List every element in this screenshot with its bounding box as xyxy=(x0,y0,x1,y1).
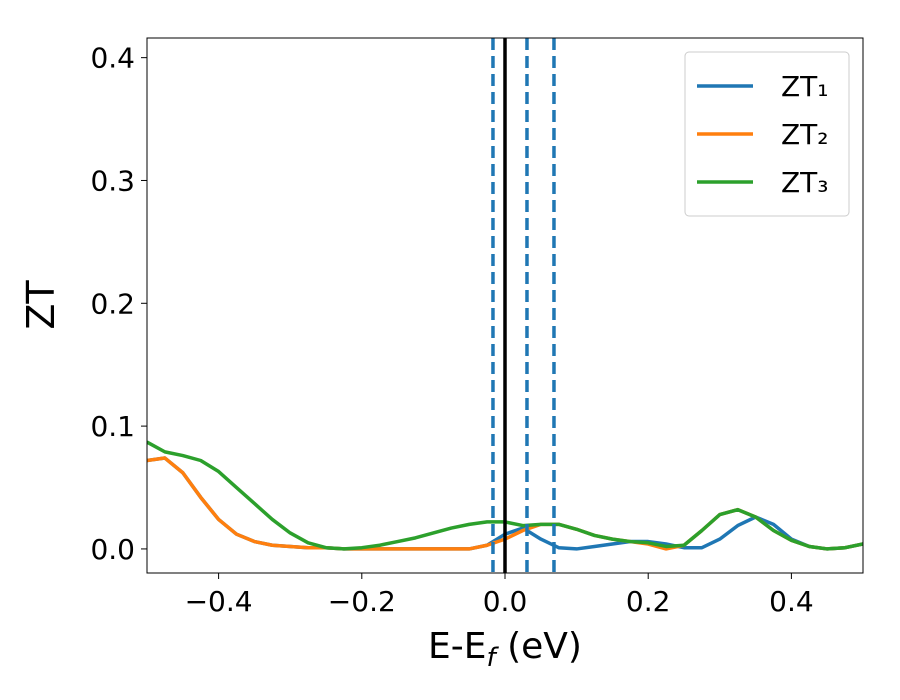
x-label-main: E-E xyxy=(428,626,486,667)
y-tick-label: 0.4 xyxy=(90,42,135,75)
y-tick-label: 0.3 xyxy=(90,164,135,197)
plot-frame xyxy=(146,37,864,574)
x-tick-label: −0.2 xyxy=(328,585,396,618)
x-tick-label: −0.4 xyxy=(185,585,253,618)
legend-label: ZT₂ xyxy=(781,118,829,151)
x-tick-label: 0.2 xyxy=(626,585,671,618)
y-axis-label: ZT xyxy=(19,280,63,330)
x-tick-label: 0.4 xyxy=(769,585,814,618)
y-tick-label: 0.2 xyxy=(90,287,135,320)
y-tick-label: 0.1 xyxy=(90,410,135,443)
x-axis-label: E-Ef (eV) xyxy=(428,626,582,673)
legend-label: ZT₁ xyxy=(781,70,829,103)
plot-lines xyxy=(147,38,863,573)
legend-box xyxy=(684,51,850,217)
legend-label: ZT₃ xyxy=(781,166,829,199)
x-tick-label: 0.0 xyxy=(483,585,528,618)
y-tick-label: 0.0 xyxy=(90,533,135,566)
x-label-unit: (eV) xyxy=(496,626,582,667)
